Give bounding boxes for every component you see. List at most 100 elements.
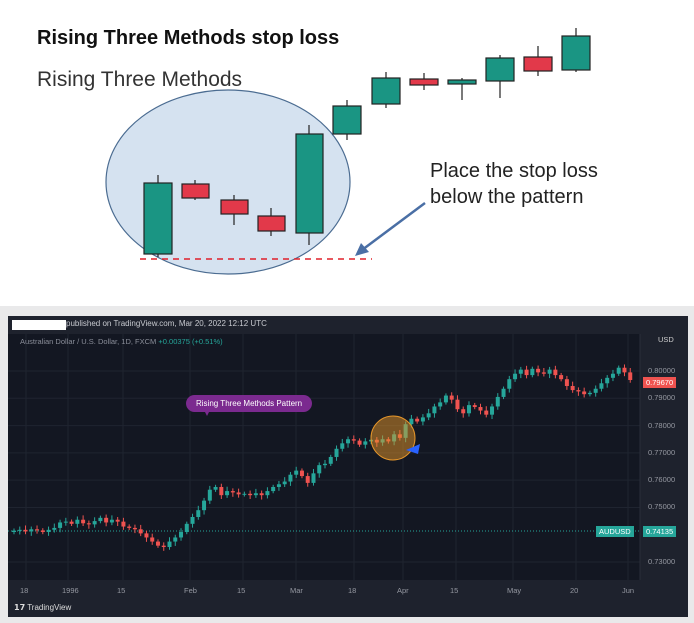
bear-candle bbox=[570, 386, 575, 391]
bull-candle bbox=[485, 57, 515, 82]
bear-candle bbox=[559, 375, 564, 380]
bull-candle bbox=[466, 405, 471, 414]
bull-candle bbox=[332, 105, 362, 135]
bull-candle bbox=[409, 418, 414, 425]
ref-price-badge: 0.74135 bbox=[643, 526, 677, 537]
symbol-info: Australian Dollar / U.S. Dollar, 1D, FXC… bbox=[20, 337, 223, 346]
price-tick: 0.75000 bbox=[648, 502, 676, 512]
tradingview-logo[interactable]: 𝟭𝟳 TradingView bbox=[14, 603, 72, 612]
arrow-icon bbox=[361, 201, 426, 252]
annotation-line-1: Place the stop loss bbox=[430, 160, 598, 182]
bear-candle bbox=[478, 407, 483, 411]
rising-three-methods-diagram: Rising Three Methods stop loss Rising Th… bbox=[0, 0, 694, 306]
publisher-line: published on TradingView.com, Mar 20, 20… bbox=[66, 319, 267, 328]
bull-candle bbox=[196, 510, 201, 518]
arrow-icon bbox=[406, 444, 420, 454]
bull-candle bbox=[490, 406, 495, 415]
bull-candle bbox=[295, 133, 324, 234]
bear-candle bbox=[351, 439, 356, 441]
bull-candle bbox=[12, 530, 16, 533]
bear-candle bbox=[138, 529, 143, 534]
bear-candle bbox=[155, 541, 160, 546]
redacted-username bbox=[12, 320, 66, 330]
bear-candle bbox=[181, 183, 210, 199]
tradingview-chart[interactable]: published on TradingView.com, Mar 20, 20… bbox=[8, 316, 688, 617]
time-tick: 20 bbox=[570, 586, 579, 595]
bear-candle bbox=[23, 529, 28, 532]
annotation-line-2: below the pattern bbox=[430, 186, 584, 208]
bear-candle bbox=[484, 410, 489, 415]
bear-candle bbox=[161, 545, 166, 548]
time-tick: 15 bbox=[450, 586, 459, 595]
bear-candle bbox=[524, 369, 529, 376]
bull-candle bbox=[167, 541, 172, 548]
bull-candle bbox=[190, 517, 195, 524]
bear-candle bbox=[628, 372, 633, 381]
bull-candle bbox=[202, 500, 207, 511]
bear-candle bbox=[536, 368, 541, 373]
bull-candle bbox=[340, 443, 345, 449]
bull-candle bbox=[495, 396, 500, 407]
bull-candle bbox=[420, 417, 425, 422]
time-tick: May bbox=[507, 586, 522, 595]
bull-candle bbox=[363, 441, 368, 445]
bull-candle bbox=[447, 79, 477, 85]
symbol-badge: AUDUSD bbox=[596, 526, 634, 537]
logo-text: TradingView bbox=[27, 603, 72, 612]
bull-candle bbox=[547, 369, 552, 374]
bull-candle bbox=[271, 486, 276, 492]
bull-candle bbox=[225, 491, 230, 496]
time-tick: 18 bbox=[348, 586, 357, 595]
bear-candle bbox=[449, 395, 454, 400]
bull-candle bbox=[438, 402, 443, 407]
bull-candle bbox=[276, 484, 281, 487]
bear-candle bbox=[257, 215, 286, 232]
bull-candle bbox=[46, 529, 51, 533]
bull-candle bbox=[63, 521, 68, 523]
bull-candle bbox=[17, 529, 22, 531]
time-tick: Apr bbox=[397, 586, 409, 595]
bear-candle bbox=[69, 521, 74, 524]
candlestick-plot[interactable] bbox=[8, 316, 688, 617]
price-tick: 0.73000 bbox=[648, 557, 676, 567]
bull-candle bbox=[507, 379, 512, 389]
price-change: +0.00375 (+0.51%) bbox=[158, 337, 223, 346]
bear-candle bbox=[248, 493, 253, 496]
bull-candle bbox=[173, 537, 178, 542]
time-tick: Jun bbox=[622, 586, 635, 595]
bull-candle bbox=[334, 448, 339, 457]
bear-candle bbox=[35, 529, 40, 531]
price-tick: 0.78000 bbox=[648, 420, 676, 430]
time-tick: 1996 bbox=[62, 586, 79, 595]
bull-candle bbox=[610, 373, 615, 378]
bear-candle bbox=[455, 399, 460, 410]
time-tick: 15 bbox=[237, 586, 246, 595]
bear-candle bbox=[564, 379, 569, 387]
bear-candle bbox=[220, 199, 249, 215]
bull-candle bbox=[346, 439, 351, 444]
bull-candle bbox=[593, 388, 598, 393]
bull-candle bbox=[109, 519, 114, 523]
bull-candle bbox=[52, 527, 57, 530]
bull-candle bbox=[518, 369, 523, 374]
time-tick: Mar bbox=[290, 586, 303, 595]
time-tick: Feb bbox=[184, 586, 197, 595]
bear-candle bbox=[236, 492, 241, 495]
last-price-badge: 0.79670 bbox=[643, 377, 677, 388]
bear-candle bbox=[104, 517, 109, 523]
bull-candle bbox=[561, 35, 591, 71]
bull-candle bbox=[294, 470, 299, 475]
bull-candle bbox=[29, 529, 34, 532]
bull-candle bbox=[282, 481, 287, 485]
bull-candle bbox=[605, 377, 610, 384]
bull-candle bbox=[426, 413, 431, 418]
bull-candle bbox=[288, 474, 293, 482]
bear-candle bbox=[461, 409, 466, 414]
bull-candle bbox=[432, 406, 437, 414]
time-tick: 18 bbox=[20, 586, 29, 595]
bear-candle bbox=[415, 418, 420, 422]
bull-candle bbox=[530, 368, 535, 376]
diagram-title: Rising Three Methods stop loss bbox=[37, 27, 340, 49]
bull-candle bbox=[184, 523, 189, 533]
diagram-subtitle: Rising Three Methods bbox=[37, 68, 243, 91]
